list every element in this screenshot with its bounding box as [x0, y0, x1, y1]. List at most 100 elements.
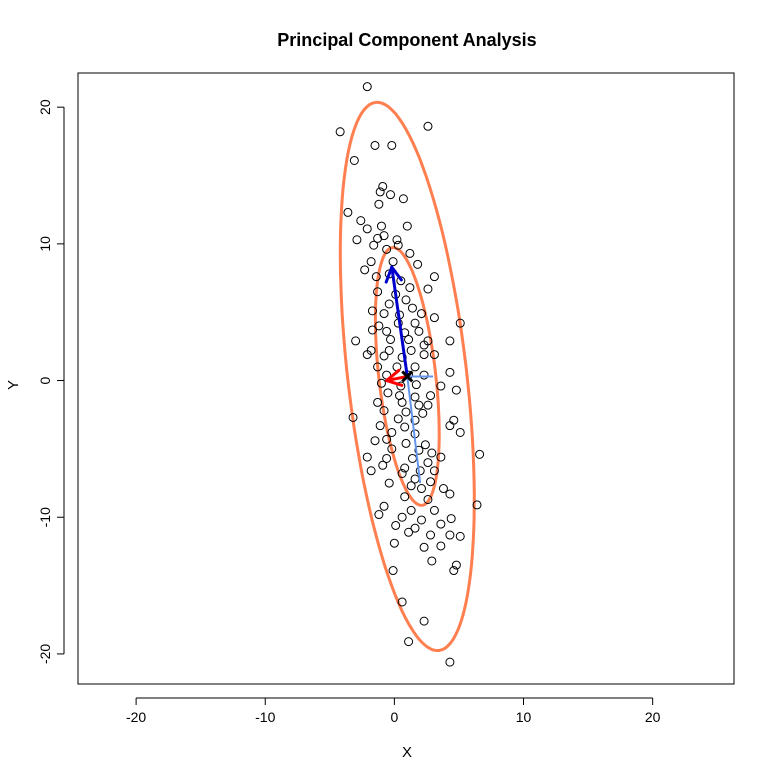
scatter-point: [475, 449, 485, 459]
scatter-point: [382, 453, 392, 463]
scatter-point: [404, 637, 414, 647]
scatter-point: [420, 440, 430, 450]
pc2-arrow-head: [385, 368, 404, 387]
x-tick-label: -20: [126, 709, 146, 725]
scatter-point: [349, 155, 359, 165]
center-mark: [401, 370, 414, 383]
outer-ellipse: [338, 100, 476, 652]
scatter-point: [455, 531, 465, 541]
scatter-point: [370, 140, 380, 150]
scatter-point: [416, 309, 426, 319]
pc1-arrow-head: [384, 265, 403, 284]
scatter-point: [362, 224, 372, 234]
scatter-point: [401, 295, 411, 305]
scatter-point: [400, 463, 410, 473]
scatter-point: [445, 367, 455, 377]
scatter-point: [373, 233, 383, 243]
scatter-points: [335, 82, 485, 667]
scatter-point: [436, 452, 446, 462]
scatter-point: [373, 362, 383, 372]
scatter-point: [370, 436, 380, 446]
scatter-point: [451, 385, 461, 395]
scatter-point: [423, 284, 433, 294]
scatter-point: [362, 350, 372, 360]
plot-area-border: [77, 72, 735, 685]
scatter-point: [411, 380, 421, 390]
scatter-point: [397, 352, 407, 362]
scatter-point: [366, 466, 376, 476]
scatter-point: [406, 505, 416, 515]
y-tick-label: 0: [37, 376, 53, 384]
scatter-point: [402, 221, 412, 231]
scatter-point: [429, 505, 439, 515]
scatter-point: [427, 448, 437, 458]
scatter-point: [351, 336, 361, 346]
scatter-point: [393, 240, 403, 250]
scatter-point: [410, 362, 420, 372]
scatter-point: [397, 468, 407, 478]
scatter-point: [419, 370, 429, 380]
scatter-point: [472, 500, 482, 510]
y-axis: -20 -10 0 10 20: [37, 99, 65, 664]
scatter-point: [406, 345, 416, 355]
scatter-point: [419, 542, 429, 552]
x-axis-label: X: [402, 744, 412, 761]
scatter-point: [429, 313, 439, 323]
center-cross-b: [401, 370, 414, 383]
scatter-point: [407, 453, 417, 463]
scatter-point: [376, 378, 386, 388]
scatter-point: [401, 438, 411, 448]
y-axis-label: Y: [5, 380, 22, 390]
scatter-point: [356, 216, 366, 226]
scatter-point: [404, 335, 414, 345]
scatter-point: [387, 140, 397, 150]
scatter-point: [373, 287, 383, 297]
scatter-point: [397, 512, 407, 522]
scatter-point: [427, 556, 437, 566]
scatter-point: [446, 514, 456, 524]
scatter-point: [414, 445, 424, 455]
scatter-point: [379, 309, 389, 319]
scatter-point: [379, 501, 389, 511]
scatter-point: [375, 187, 385, 197]
y-tick-label: -10: [37, 507, 53, 527]
scatter-point: [360, 265, 370, 275]
scatter-point: [366, 257, 376, 267]
inner-ellipse: [373, 245, 441, 507]
scatter-point: [389, 538, 399, 548]
scatter-point: [429, 272, 439, 282]
scatter-point: [410, 392, 420, 402]
scatter-point: [445, 530, 455, 540]
scatter-point: [388, 257, 398, 267]
scatter-point: [423, 121, 433, 131]
scatter-point: [410, 523, 420, 533]
chart-title: Principal Component Analysis: [277, 30, 536, 50]
scatter-point: [449, 415, 459, 425]
scatter-point: [382, 326, 392, 336]
scatter-point: [374, 199, 384, 209]
scatter-point: [382, 434, 392, 444]
scatter-point: [419, 340, 429, 350]
scatter-point: [436, 541, 446, 551]
scatter-point: [426, 530, 436, 540]
scatter-point: [397, 397, 407, 407]
scatter-point: [416, 515, 426, 525]
scatter-point: [392, 235, 402, 245]
scatter-point: [429, 466, 439, 476]
x-axis: -20 -10 0 10 20: [126, 697, 661, 725]
scatter-point: [379, 351, 389, 361]
scatter-point: [400, 492, 410, 502]
scatter-point: [426, 477, 436, 487]
scatter-point: [407, 303, 417, 313]
y-tick-label: 20: [37, 99, 53, 115]
scatter-point: [384, 345, 394, 355]
scatter-point: [414, 400, 424, 410]
scatter-point: [373, 397, 383, 407]
scatter-point: [379, 406, 389, 416]
scatter-point: [382, 244, 392, 254]
scatter-point: [362, 452, 372, 462]
scatter-point: [400, 422, 410, 432]
scatter-point: [348, 412, 358, 422]
scatter-point: [367, 325, 377, 335]
x-tick-label: -10: [255, 709, 275, 725]
